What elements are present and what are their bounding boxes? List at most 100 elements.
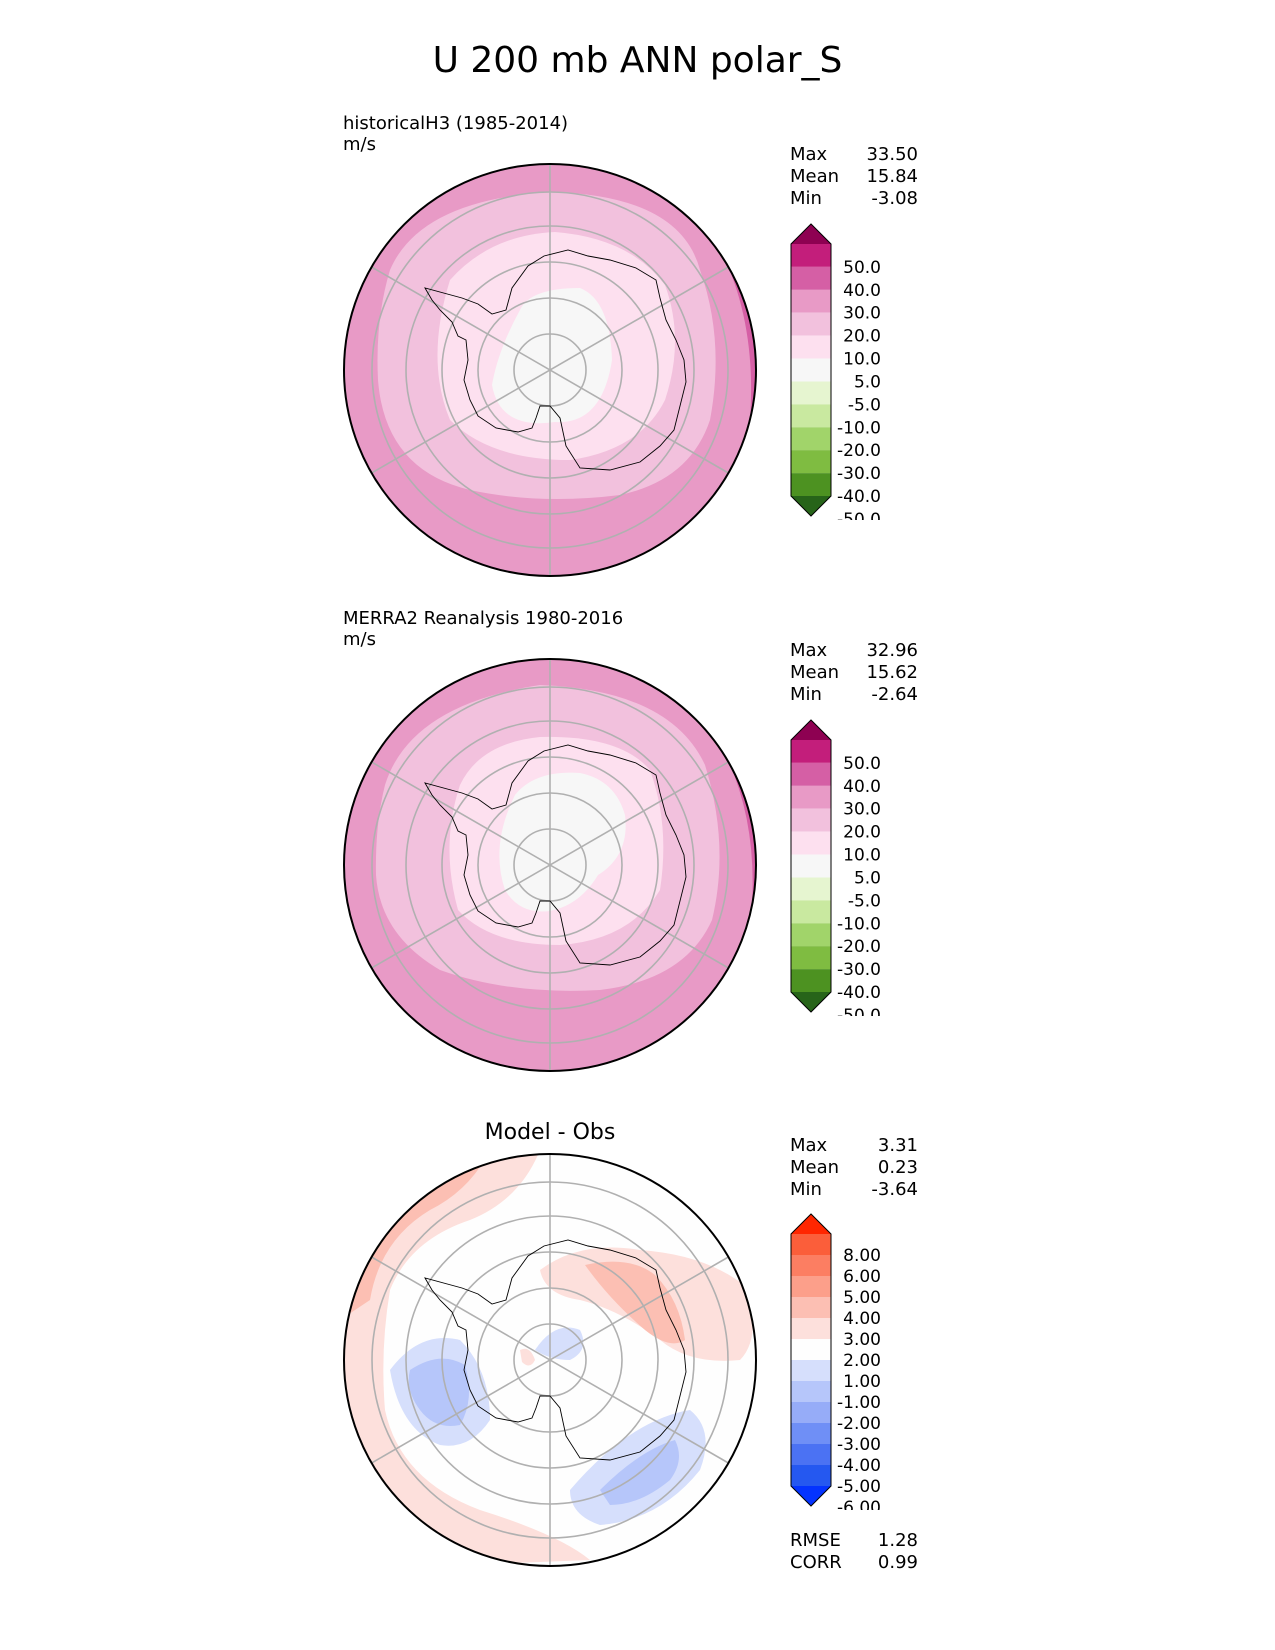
panel-1-units: m/s (343, 134, 376, 155)
colorbar-outline (790, 719, 832, 1013)
colorbar-tick-label: -30.0 (837, 960, 881, 980)
panel-1-title: historicalH3 (1985-2014) m/s (343, 113, 568, 155)
colorbar-segment (791, 244, 831, 267)
colorbar-segment (791, 312, 831, 336)
stat-max-label: Max (790, 640, 828, 661)
contour-band-neg5-5 (492, 288, 612, 424)
colorbar-outline (790, 223, 832, 517)
colorbar-segment (791, 1318, 831, 1339)
colorbar-segment (791, 1402, 831, 1423)
colorbar-segment (791, 1381, 831, 1402)
antarctica-coastline (424, 1239, 687, 1461)
colorbar-segment (791, 785, 831, 809)
colorbar-tick-label: 5.0 (854, 868, 881, 888)
panel-2-title-line1: MERRA2 Reanalysis 1980-2016 (343, 608, 624, 629)
colorbar-segment (791, 1486, 831, 1506)
colorbar-tick-label: -50.0 (837, 1006, 881, 1016)
panel-3-colorbar: 8.006.005.004.003.002.001.00-1.00-2.00-3… (790, 1213, 881, 1510)
colorbar-tick-label: 20.0 (843, 823, 881, 843)
colorbar-tick-label: 5.0 (854, 372, 881, 392)
stat-max-label: Max (790, 1135, 828, 1156)
colorbar-segment (791, 969, 831, 992)
colorbar-tick-label: -30.0 (837, 464, 881, 484)
colorbar-tick-label: -50.0 (837, 510, 881, 520)
colorbar-tick-label: -5.0 (848, 891, 881, 911)
colorbar-tick-label: -40.0 (837, 983, 881, 1003)
colorbar-tick-label: -20.0 (837, 937, 881, 957)
colorbar-tick-label: 40.0 (843, 777, 881, 797)
colorbar-segment (791, 808, 831, 832)
stat-min-label: Min (790, 684, 822, 705)
corr-label: CORR (790, 1552, 842, 1573)
colorbar-tick-label: -40.0 (837, 487, 881, 507)
colorbar-segment (791, 923, 831, 947)
map-boundary (343, 658, 757, 1072)
colorbar-tick-label: 50.0 (843, 258, 881, 278)
colorbar-segment (791, 289, 831, 313)
colorbar-segment (791, 1360, 831, 1381)
colorbar-tick-label: -3.00 (837, 1435, 881, 1455)
colorbar-tick-label: -5.00 (837, 1477, 881, 1497)
antarctica-coastline (424, 744, 687, 966)
map-boundary (343, 163, 757, 577)
stat-max-value: 3.31 (877, 1135, 918, 1156)
stat-max-value: 32.96 (866, 640, 918, 661)
stat-max-value: 33.50 (866, 144, 918, 165)
colorbar-segment (791, 1297, 831, 1318)
stat-min-value: -3.08 (871, 188, 918, 209)
stat-min-value: -3.64 (871, 1179, 918, 1200)
colorbar-segment (791, 1423, 831, 1444)
colorbar-tick-label: 3.00 (843, 1330, 881, 1350)
colorbar-segment (791, 831, 831, 855)
colorbar-tick-label: -10.0 (837, 914, 881, 934)
colorbar-tick-label: 50.0 (843, 754, 881, 774)
colorbar-segment (791, 720, 831, 740)
colorbar-segment (791, 762, 831, 786)
colorbar-tick-label: -6.00 (837, 1498, 881, 1510)
colorbar-segment (791, 381, 831, 405)
colorbar-tick-label: 40.0 (843, 281, 881, 301)
contour-band-2-3 (585, 1261, 685, 1344)
stat-mean-value: 15.84 (866, 166, 918, 187)
colorbar-tick-label: 30.0 (843, 800, 881, 820)
colorbar-tick-label: -10.0 (837, 418, 881, 438)
colorbar-segment (791, 473, 831, 496)
stat-mean-label: Mean (790, 1157, 840, 1178)
colorbar-tick-label: 20.0 (843, 327, 881, 347)
colorbar-segment (791, 450, 831, 474)
colorbar-tick-label: 6.00 (843, 1267, 881, 1287)
colorbar-segment (791, 1465, 831, 1486)
map-boundary (343, 1153, 757, 1567)
panel-3-polar-map (343, 1153, 757, 1567)
antarctica-coastline (424, 249, 687, 471)
colorbar-outline (790, 1213, 832, 1507)
panel-3-metrics: RMSE 1.28 CORR 0.99 (790, 1530, 918, 1574)
stat-min-label: Min (790, 188, 822, 209)
panel-2-polar-map (343, 658, 757, 1072)
colorbar-tick-label: 10.0 (843, 350, 881, 370)
stat-mean-label: Mean (790, 166, 840, 187)
stat-mean-label: Mean (790, 662, 840, 683)
stat-mean-value: 15.62 (866, 662, 918, 683)
colorbar-segment (791, 1339, 831, 1360)
panel-2-colorbar: 50.0 40.0 30.0 20.0 10.05.0 -5.0 -10.0 -20.0 -30… (790, 719, 881, 1016)
colorbar-segment (791, 496, 831, 516)
colorbar-tick-label: -1.00 (837, 1393, 881, 1413)
stat-min-label: Min (790, 1179, 822, 1200)
contour-band-neg2-neg1 (535, 1327, 584, 1360)
colorbar-segment (791, 358, 831, 382)
colorbar-tick-label: 30.0 (843, 304, 881, 324)
colorbar-tick-label: 2.00 (843, 1351, 881, 1371)
rmse-label: RMSE (790, 1530, 841, 1551)
colorbar-segment (791, 992, 831, 1012)
stat-mean-value: 0.23 (877, 1157, 918, 1178)
panel-2-stats: Max 32.96 Mean 15.62 Min -2.64 (790, 640, 918, 706)
panel-3-title: Model - Obs (484, 1120, 616, 1145)
colorbar-segment (791, 1255, 831, 1276)
colorbar-tick-label: -20.0 (837, 441, 881, 461)
colorbar-tick-label: 1.00 (843, 1372, 881, 1392)
panel-1-colorbar: 50.0 40.0 30.0 20.0 10.05.0 -5.0 -10.0 -20.0 -30… (790, 223, 881, 520)
panel-2-graticule (371, 659, 729, 1071)
panel-1-polar-map (343, 163, 757, 577)
colorbar-tick-label: -2.00 (837, 1414, 881, 1434)
